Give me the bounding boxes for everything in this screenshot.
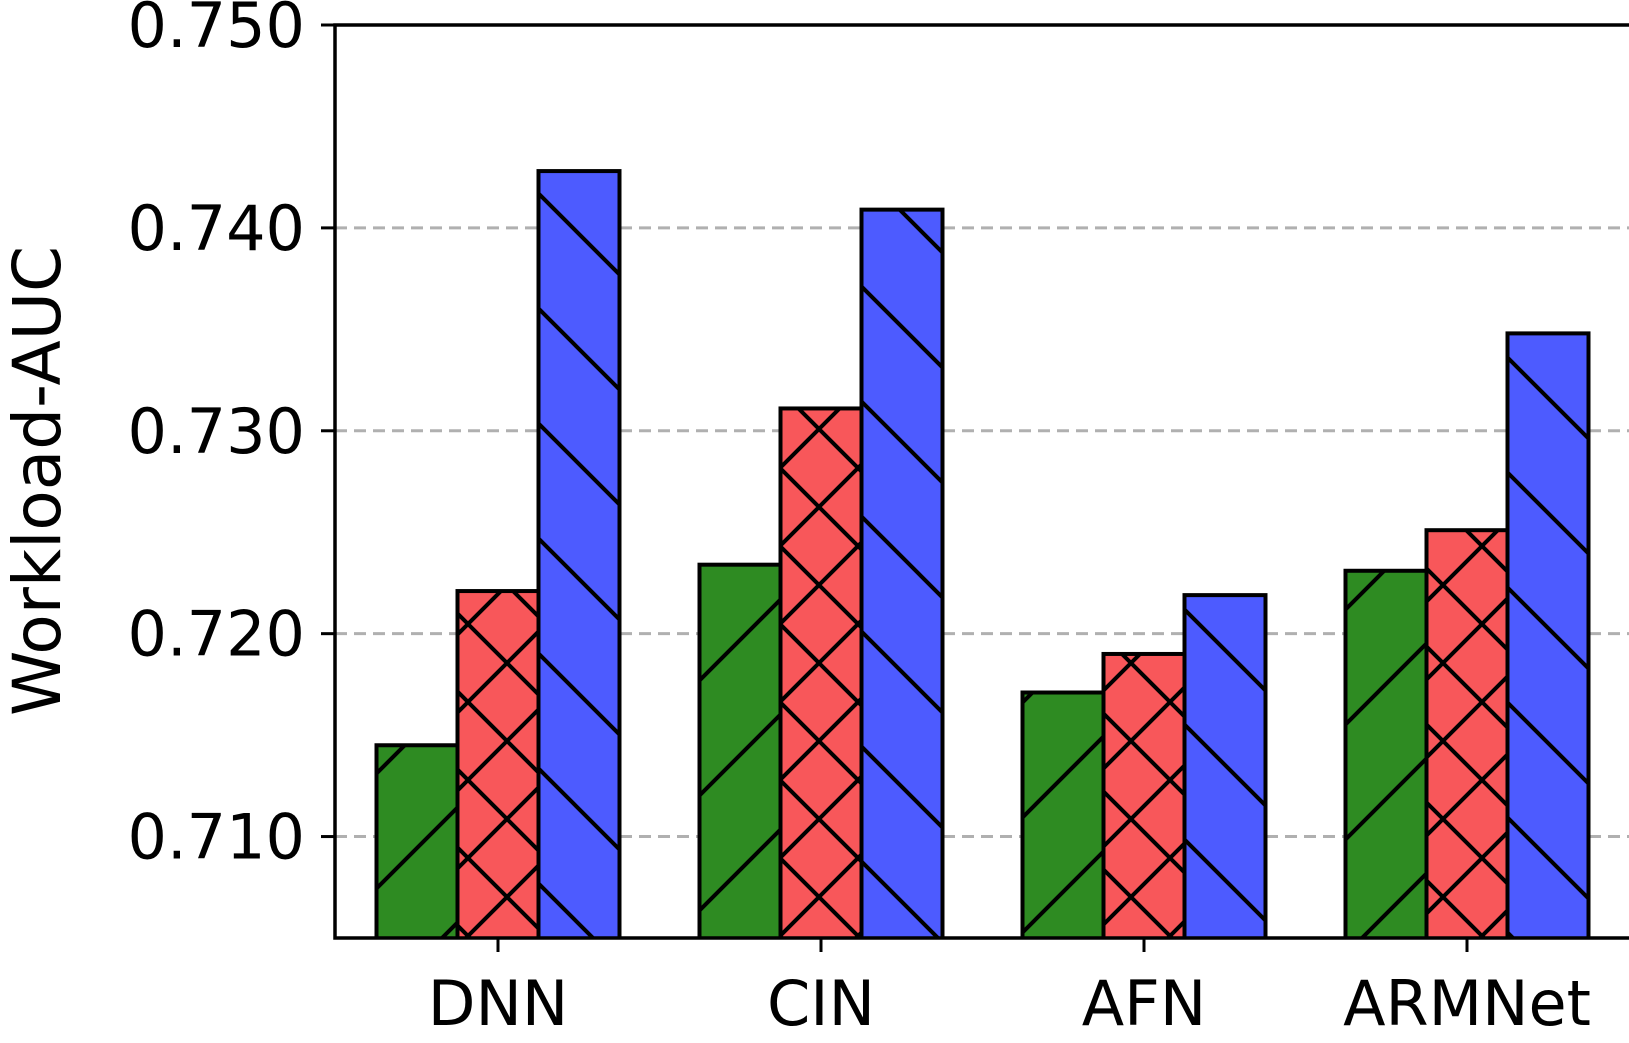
bar-cin-series-2	[778, 406, 864, 938]
y-tick-label: 0.720	[128, 598, 306, 671]
bar-armnet-series-1	[1343, 568, 1429, 938]
x-tick-label: AFN	[1082, 967, 1206, 1040]
bar-outline	[536, 169, 622, 938]
bar-afn-series-2	[1101, 651, 1187, 938]
y-tick-label: 0.740	[128, 192, 306, 265]
axes-frame	[333, 23, 1629, 940]
bar-hatch	[1426, 530, 1508, 938]
bar-hatch	[1022, 692, 1104, 938]
y-tick-label: 0.710	[128, 801, 306, 874]
bar-outline	[1182, 593, 1268, 938]
bar-hatch	[861, 209, 943, 938]
axes	[333, 23, 1629, 940]
bar-hatch	[1184, 595, 1266, 938]
bar-hatch	[780, 408, 862, 938]
bar-cin-series-1	[697, 562, 783, 938]
bar-dnn-series-3	[536, 169, 622, 938]
bar-hatch	[457, 591, 539, 938]
x-tick-label: ARMNet	[1343, 967, 1591, 1040]
bar-hatch	[1103, 653, 1185, 938]
bar-afn-series-3	[1182, 593, 1268, 938]
y-tick-label: 0.730	[128, 395, 306, 468]
x-tick-label: CIN	[767, 967, 875, 1040]
bars	[374, 169, 1591, 938]
bar-cin-series-3	[859, 207, 945, 938]
bar-armnet-series-2	[1424, 528, 1510, 938]
ticks: 0.710 0.720 0.730 0.740 0.750 DNN CIN AFN ARMNet	[128, 0, 1591, 1040]
bar-hatch	[376, 745, 458, 938]
bar-dnn-series-1	[374, 743, 460, 938]
bar-dnn-series-2	[455, 589, 541, 938]
bar-hatch	[699, 564, 781, 938]
y-tick-label: 0.750	[128, 0, 306, 62]
bar-hatch	[1345, 570, 1427, 938]
bar-afn-series-1	[1020, 690, 1106, 938]
bar-outline	[859, 207, 945, 938]
bar-hatch	[538, 171, 620, 938]
y-axis-title: Workload-AUC	[0, 246, 76, 716]
x-tick-label: DNN	[428, 967, 569, 1040]
bar-hatch	[1507, 333, 1589, 938]
bar-armnet-series-3	[1505, 331, 1591, 938]
bar-outline	[1505, 331, 1591, 938]
